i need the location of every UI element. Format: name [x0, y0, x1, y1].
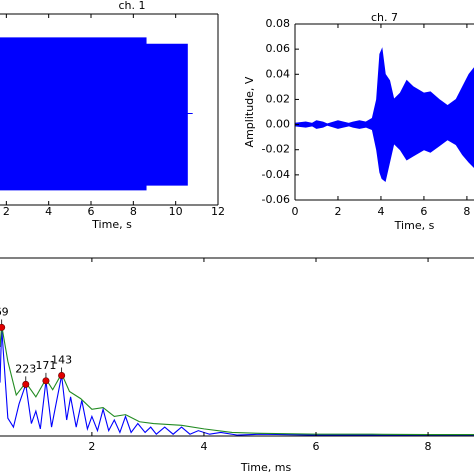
peak-marker [42, 377, 50, 385]
y-tick-label: -0.04 [262, 168, 290, 181]
signal-envelope [0, 37, 193, 114]
x-axis-label: Time, s [394, 219, 435, 232]
signal-envelope [0, 112, 193, 191]
y-tick-label: -0.06 [262, 193, 290, 206]
x-tick-label: 10 [169, 205, 183, 218]
y-tick-label: 0.04 [266, 67, 291, 80]
x-tick-label: 4 [45, 205, 52, 218]
peak-label: 143 [51, 353, 72, 366]
peak-label: 223 [15, 362, 36, 375]
y-tick-label: 0.08 [266, 17, 291, 30]
x-tick-label: 8 [130, 205, 137, 218]
peak-marker [22, 380, 30, 388]
y-tick-label: 0.00 [266, 118, 291, 131]
x-axis-label: Time, ms [240, 461, 292, 474]
x-tick-label: 8 [463, 205, 470, 218]
x-tick-label: 6 [313, 440, 320, 453]
x-tick-label: 4 [377, 205, 384, 218]
x-tick-label: 2 [88, 440, 95, 453]
plot-area [0, 37, 193, 191]
y-tick-label: 0.06 [266, 42, 291, 55]
plot-area [295, 47, 474, 183]
signal-envelope [295, 47, 474, 126]
x-tick-label: 0 [292, 205, 299, 218]
x-tick-label: 4 [200, 440, 207, 453]
x-tick-label: 2 [3, 205, 10, 218]
y-tick-label: -0.02 [262, 143, 290, 156]
peak-label: 69 [0, 305, 9, 318]
x-tick-label: 12 [211, 205, 225, 218]
series-line [0, 327, 474, 436]
x-tick-label: 6 [88, 205, 95, 218]
y-tick-label: 0.02 [266, 92, 291, 105]
series-line [0, 325, 474, 436]
peak-marker [0, 323, 6, 331]
chart-title: ch. 7 [371, 11, 398, 24]
chart-title: ch. 1 [118, 0, 145, 12]
x-axis-label: Time, s [91, 218, 132, 231]
plot-area [0, 325, 474, 436]
peak-marker [58, 371, 66, 379]
x-tick-label: 6 [420, 205, 427, 218]
peak-label: 171 [35, 359, 56, 372]
x-tick-label: 2 [334, 205, 341, 218]
x-tick-label: 8 [425, 440, 432, 453]
signal-envelope [295, 124, 474, 183]
y-axis-label: Amplitude, V [243, 76, 256, 147]
